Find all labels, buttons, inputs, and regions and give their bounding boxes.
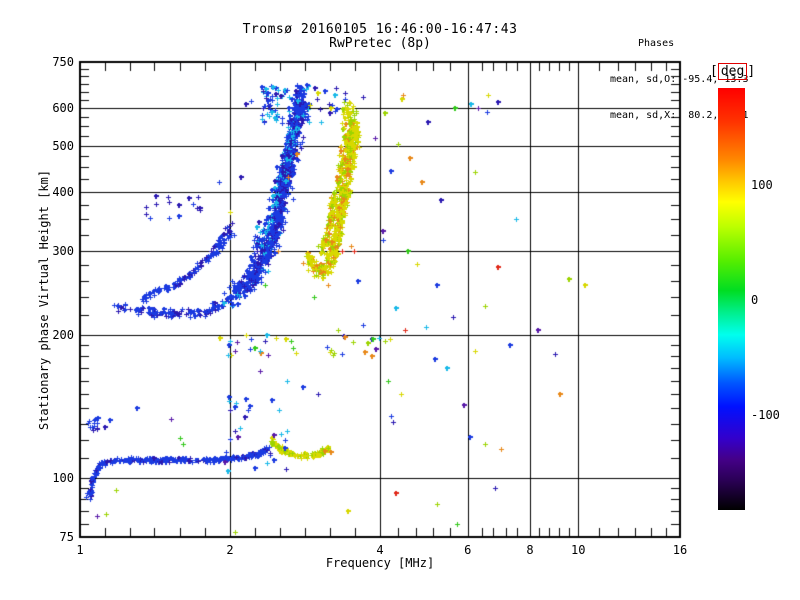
x-tick-label: 8 xyxy=(526,543,534,557)
plot-title: Tromsø 20160105 16:46:00-16:47:43 xyxy=(242,22,518,37)
colorbar-tick-label: -100 xyxy=(751,408,780,423)
y-tick-label: 75 xyxy=(59,530,74,544)
x-tick-label: 6 xyxy=(464,543,472,557)
colorbar-bracket-left: [ xyxy=(710,64,718,79)
y-tick-label: 750 xyxy=(52,55,74,69)
phase-stats-header: Phases xyxy=(638,38,675,49)
phase-stats-o-mode: mean, sd,O: -95.4, 13.3 xyxy=(610,74,749,85)
x-tick-label: 10 xyxy=(571,543,586,557)
y-tick-label: 600 xyxy=(52,101,74,116)
colorbar-bracket-right: ] xyxy=(747,64,756,79)
y-tick-label: 100 xyxy=(52,470,74,485)
x-tick-label: 2 xyxy=(226,543,234,557)
colorbar-tick-label: 100 xyxy=(751,178,773,193)
x-tick-label: 4 xyxy=(376,543,384,557)
plot-subtitle: RwPretec (8p) xyxy=(329,36,431,51)
y-tick-label: 300 xyxy=(52,244,74,259)
y-axis-label: Stationary phase Virtual Height [km] xyxy=(37,169,51,431)
colorbar-unit-text: deg xyxy=(717,63,748,80)
y-tick-label: 400 xyxy=(52,184,74,199)
colorbar-tick-label: 0 xyxy=(751,292,759,307)
colorbar-gradient xyxy=(718,88,745,510)
x-tick-label: 1 xyxy=(76,543,84,557)
y-tick-label: 500 xyxy=(52,138,74,153)
x-axis-label: Frequency [MHz] xyxy=(325,556,435,570)
y-tick-label: 200 xyxy=(52,327,74,342)
colorbar-unit-label: [deg] xyxy=(710,63,756,80)
x-tick-label: 16 xyxy=(672,543,688,557)
